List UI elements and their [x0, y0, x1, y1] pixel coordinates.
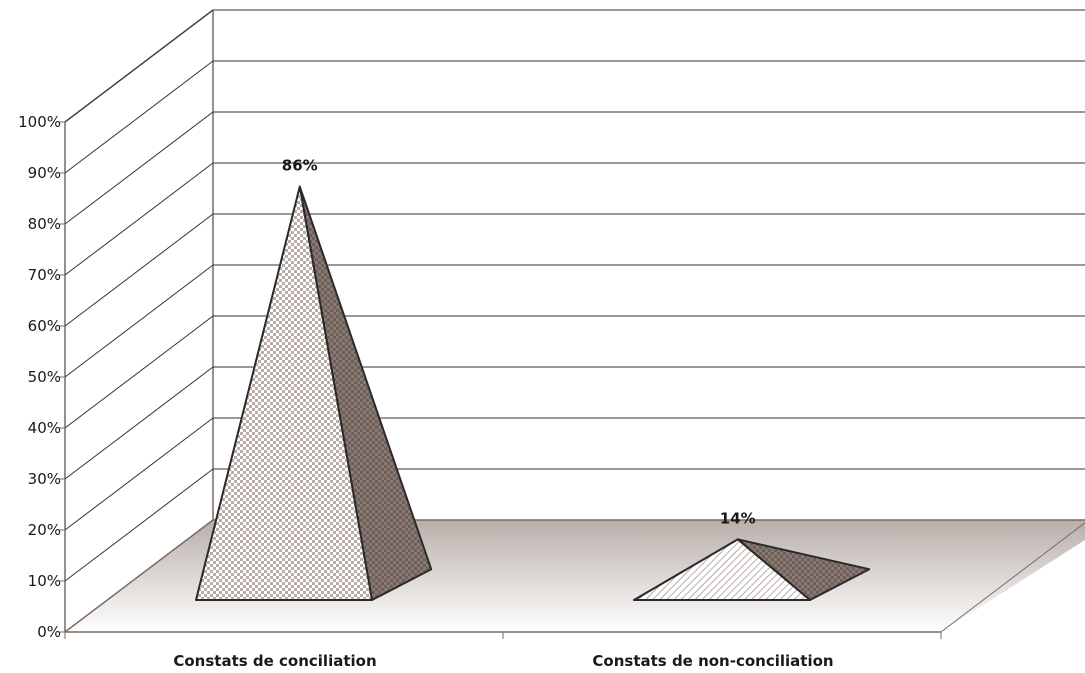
gridline-side — [64, 315, 214, 429]
y-tick-label: 100% — [18, 113, 61, 131]
gridline-side — [64, 9, 214, 123]
gridline-side — [64, 366, 214, 480]
y-tick-label: 20% — [28, 521, 61, 539]
y-tick-label: 30% — [28, 470, 61, 488]
y-tick-label: 70% — [28, 266, 61, 284]
pyramid-1 — [195, 185, 433, 601]
data-label: 14% — [720, 509, 756, 527]
y-tick-label: 90% — [28, 164, 61, 182]
gridline-side — [64, 111, 214, 225]
gridline-side — [64, 213, 214, 327]
pyramid-front-face — [195, 185, 373, 601]
gridline-side — [64, 264, 214, 378]
y-tick-label: 10% — [28, 572, 61, 590]
gridline-side — [64, 162, 214, 276]
floor-left-edge — [64, 519, 214, 633]
pyramid-front-face — [633, 538, 811, 601]
y-axis: 0% 10% 20% 30% 40% 50% 60% 70% 80% 90% 100% — [18, 113, 942, 641]
chart-labels: 86% 14% Constats de conciliation Constats d… — [173, 157, 833, 670]
category-label: Constats de conciliation — [173, 652, 376, 670]
pyramid-2 — [633, 538, 871, 601]
y-tick-label: 50% — [28, 368, 61, 386]
category-label: Constats de non-conciliation — [592, 652, 833, 670]
gridline-side — [64, 417, 214, 531]
y-tick-label: 80% — [28, 215, 61, 233]
data-label: 86% — [282, 157, 318, 175]
y-tick-label: 0% — [37, 623, 61, 641]
y-tick-label: 40% — [28, 419, 61, 437]
pyramid-marks — [195, 185, 871, 601]
gridlines — [64, 9, 1085, 582]
y-tick-label: 60% — [28, 317, 61, 335]
gridline-side — [64, 60, 214, 174]
floor-right-edge — [940, 522, 1085, 633]
gridline-side — [64, 468, 214, 582]
